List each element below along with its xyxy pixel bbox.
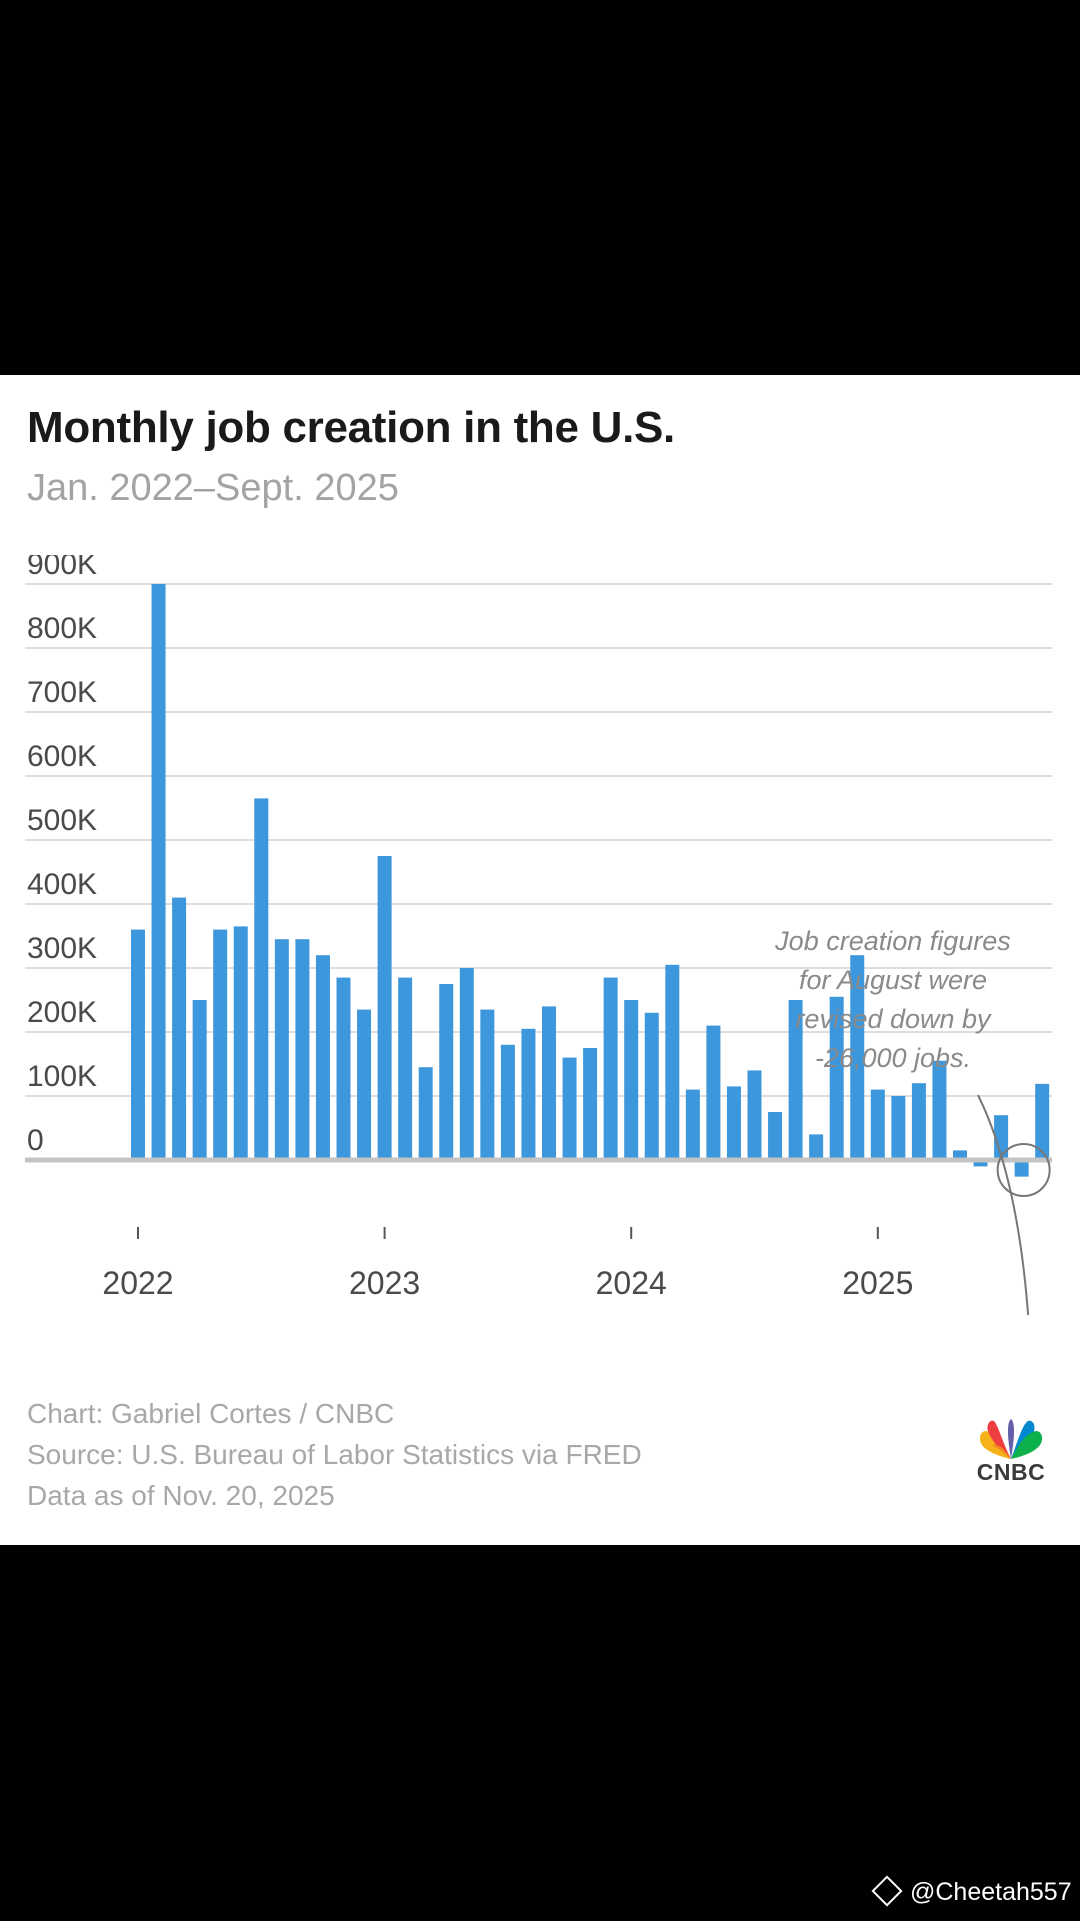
chart-source: Source: U.S. Bureau of Labor Statistics … xyxy=(27,1439,642,1470)
bar xyxy=(439,984,454,1160)
cnbc-logo-text: CNBC xyxy=(976,1459,1046,1485)
bar xyxy=(953,1150,967,1160)
bar xyxy=(994,1115,1009,1160)
annotation-line: for August were xyxy=(799,965,987,995)
y-tick-label: 600K xyxy=(27,740,97,773)
bar xyxy=(274,939,289,1160)
x-tick-label: 2025 xyxy=(842,1265,913,1301)
watermark: @Cheetah557 xyxy=(871,1875,1072,1907)
y-tick-label: 200K xyxy=(27,996,97,1029)
chart-footer: Chart: Gabriel Cortes / CNBC Source: U.S… xyxy=(27,1393,642,1516)
y-tick-label: 700K xyxy=(27,676,97,709)
bar xyxy=(418,1067,433,1160)
bar xyxy=(850,955,865,1160)
bar xyxy=(747,1070,762,1160)
bar xyxy=(624,1000,639,1160)
x-tick-label: 2022 xyxy=(102,1265,173,1301)
y-tick-label: 300K xyxy=(27,932,97,965)
bar xyxy=(254,798,269,1160)
bar xyxy=(542,1006,556,1160)
bar xyxy=(665,964,680,1160)
bar xyxy=(480,1009,495,1160)
watermark-text: @Cheetah557 xyxy=(910,1878,1072,1906)
bar xyxy=(583,1048,598,1160)
bar xyxy=(213,929,228,1160)
bar xyxy=(295,939,310,1160)
bar xyxy=(685,1089,700,1160)
bar xyxy=(562,1057,577,1160)
bar xyxy=(233,926,248,1160)
y-tick-label: 100K xyxy=(27,1060,97,1093)
data-date: Data as of Nov. 20, 2025 xyxy=(27,1480,335,1511)
x-tick-label: 2024 xyxy=(596,1265,667,1301)
annotation-line: revised down by xyxy=(795,1004,992,1034)
bar xyxy=(500,1044,515,1160)
bar xyxy=(870,1089,885,1160)
annotation-line: -26,000 jobs. xyxy=(815,1043,971,1073)
bar xyxy=(151,584,166,1160)
y-tick-label: 500K xyxy=(27,804,97,837)
chart-subtitle: Jan. 2022–Sept. 2025 xyxy=(27,467,399,509)
bar xyxy=(809,1134,824,1160)
chart-credit: Chart: Gabriel Cortes / CNBC xyxy=(27,1398,395,1429)
bar xyxy=(644,1012,659,1160)
y-tick-label: 0 xyxy=(27,1124,44,1157)
cnbc-logo: CNBC xyxy=(966,1415,1056,1485)
bar xyxy=(829,996,844,1160)
y-tick-label: 400K xyxy=(27,868,97,901)
bar xyxy=(1035,1083,1050,1160)
binance-diamond-icon xyxy=(871,1875,903,1907)
bar xyxy=(172,897,187,1160)
bar xyxy=(398,977,413,1160)
bar xyxy=(1014,1160,1029,1177)
bar xyxy=(973,1160,988,1167)
bar xyxy=(377,856,392,1160)
bar xyxy=(788,1000,803,1160)
x-tick-label: 2023 xyxy=(349,1265,420,1301)
y-tick-label: 900K xyxy=(27,555,97,581)
bar xyxy=(521,1028,536,1160)
bar xyxy=(932,1060,947,1160)
bar-chart: 0 100K 200K 300K 400K 500K 600K 700K 800K 900K 202… xyxy=(25,555,1052,1315)
bar xyxy=(357,1009,372,1160)
annotation-highlight-circle xyxy=(996,1143,1051,1197)
bar xyxy=(768,1112,783,1160)
annotation-leader-line xyxy=(977,1094,1030,1315)
chart-card: Monthly job creation in the U.S. Jan. 20… xyxy=(0,375,1080,1545)
bar xyxy=(603,977,618,1160)
bar xyxy=(131,929,145,1160)
bar xyxy=(726,1086,741,1160)
y-tick-label: 800K xyxy=(27,612,97,645)
bar xyxy=(192,1000,207,1160)
bar xyxy=(315,955,330,1160)
bar xyxy=(891,1096,906,1160)
bar xyxy=(459,968,474,1160)
bar xyxy=(336,977,351,1160)
bar xyxy=(911,1083,926,1160)
chart-title: Monthly job creation in the U.S. xyxy=(27,403,675,452)
annotation-line: Job creation figures xyxy=(774,926,1011,956)
cnbc-peacock-icon xyxy=(979,1419,1043,1459)
bar xyxy=(706,1025,721,1160)
